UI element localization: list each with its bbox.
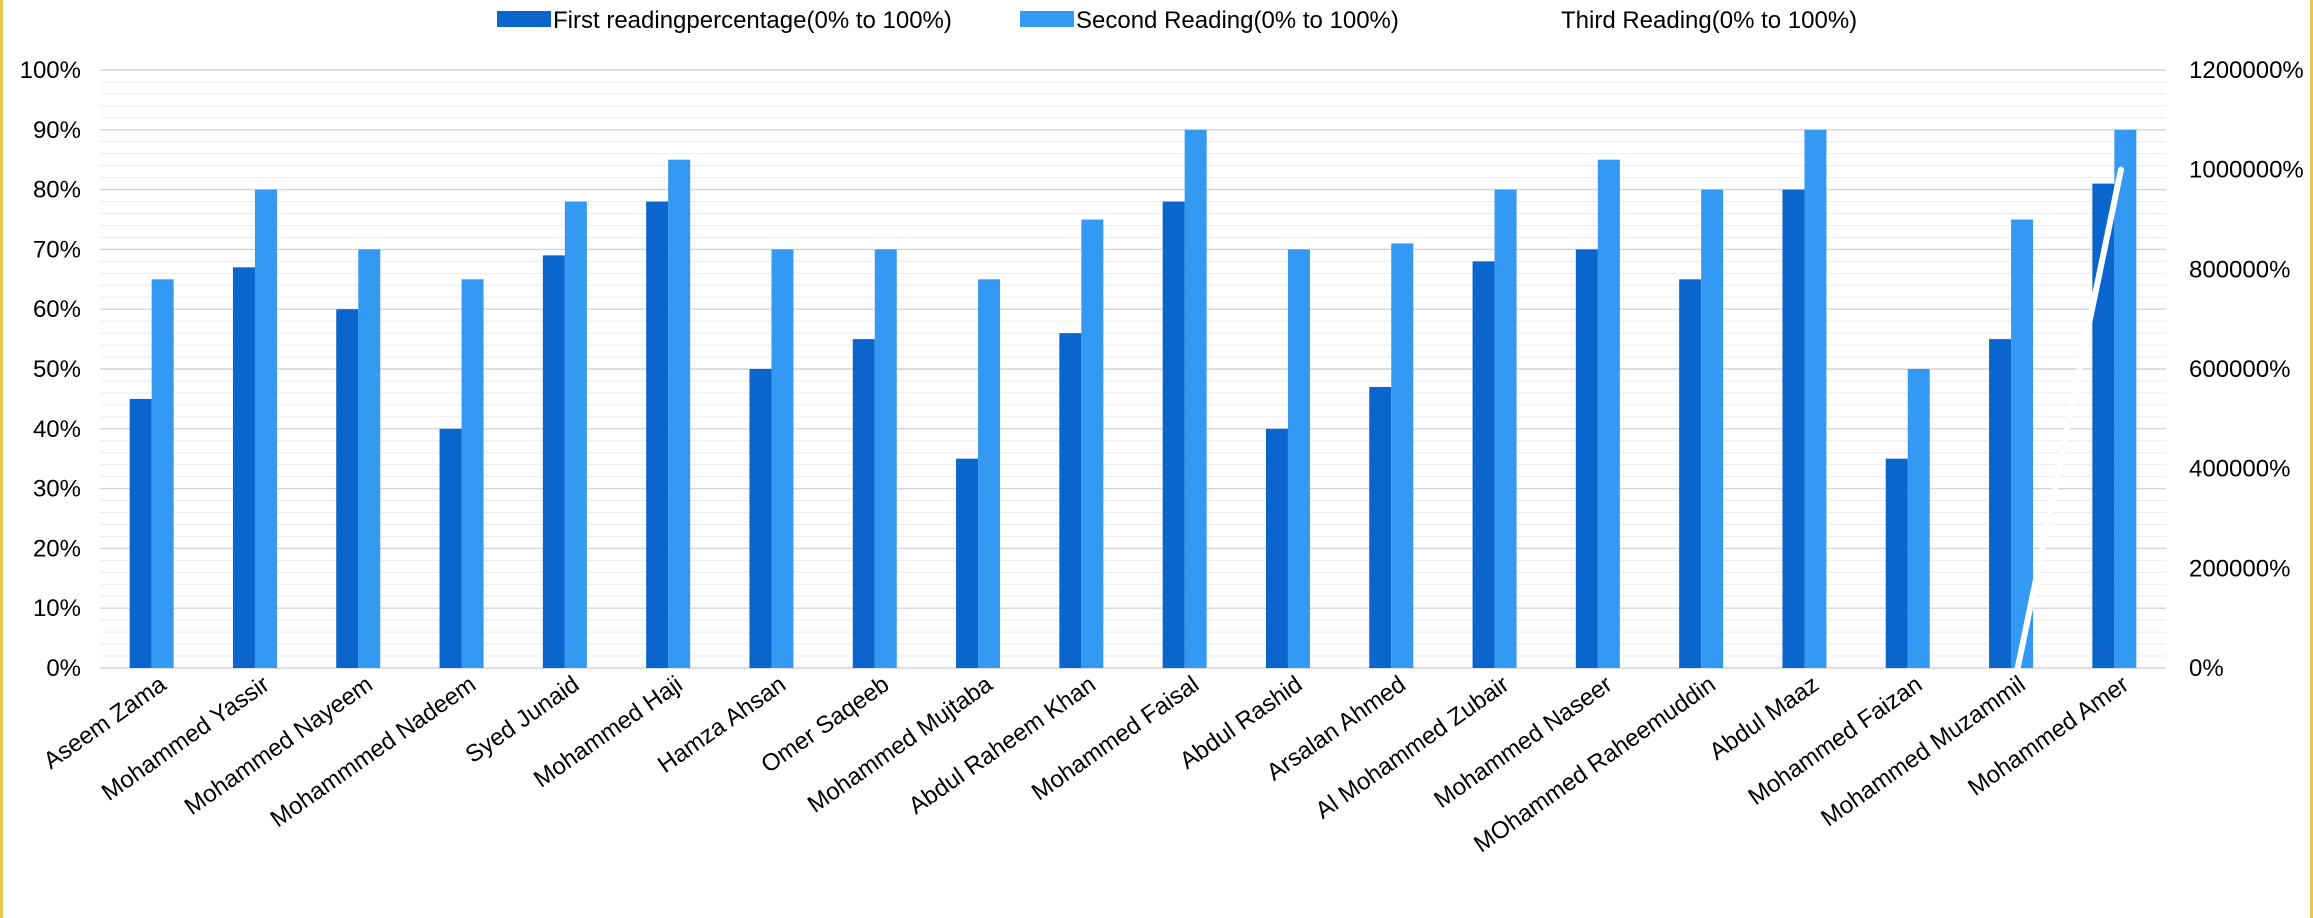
right-axis-tick-label: 1000000%: [2189, 157, 2304, 184]
second-reading-bar: [2011, 219, 2034, 668]
legend-swatch: [1505, 11, 1559, 27]
legend-entry-label: First readingpercentage(0% to 100%): [553, 7, 952, 34]
first-reading-bar: [1679, 279, 1702, 668]
second-reading-bar: [978, 279, 1001, 668]
second-reading-bar: [461, 279, 484, 668]
second-reading-bar: [1081, 219, 1104, 668]
first-reading-bar: [852, 339, 875, 668]
legend-swatch: [1020, 11, 1074, 27]
second-reading-bar: [1804, 129, 1827, 669]
right-axis-tick-label: 600000%: [2189, 356, 2290, 383]
left-axis-tick-label: 90%: [33, 117, 81, 144]
second-reading-bar: [358, 249, 381, 668]
category-label: Mohammed Nayeem: [180, 671, 378, 821]
left-axis-tick-label: 0%: [46, 655, 81, 682]
category-label: Mohammed Mujtaba: [803, 670, 998, 818]
left-axis-tick-label: 40%: [33, 416, 81, 443]
category-label: Al Mohammed Zubair: [1311, 671, 1514, 825]
second-reading-bar: [1391, 243, 1414, 669]
first-reading-bar: [1989, 339, 2012, 668]
second-reading-bar: [1701, 189, 1724, 668]
legend-entry-label: Second Reading(0% to 100%): [1076, 7, 1399, 34]
second-reading-bar: [564, 201, 587, 668]
category-label: Mohammed Faizan: [1743, 671, 1927, 811]
second-reading-bar: [1287, 249, 1310, 668]
right-axis-tick-label: 200000%: [2189, 555, 2290, 582]
right-axis-tick-label: 1200000%: [2189, 57, 2304, 84]
second-reading-bar: [254, 189, 277, 668]
first-reading-bar: [956, 458, 979, 668]
first-reading-bar: [1059, 333, 1082, 668]
second-reading-bar: [771, 249, 794, 668]
second-reading-bar: [1494, 189, 1517, 668]
left-axis-tick-label: 100%: [20, 57, 81, 84]
left-axis-tick-label: 80%: [33, 177, 81, 204]
category-label: Mohammed Faisal: [1027, 671, 1204, 806]
category-label: Abdul Raheem Khan: [904, 671, 1101, 820]
first-reading-bar: [129, 398, 152, 668]
category-label: Mohammed Naseer: [1429, 671, 1617, 814]
legend-entry-label: Third Reading(0% to 100%): [1561, 7, 1857, 34]
first-reading-bar: [1472, 261, 1495, 668]
bar-series: [129, 129, 2137, 669]
first-reading-bar: [1369, 386, 1392, 668]
right-axis-tick-label: 400000%: [2189, 456, 2290, 483]
first-reading-bar: [336, 309, 359, 668]
left-axis-tick-label: 70%: [33, 236, 81, 263]
second-reading-bar: [1597, 159, 1620, 668]
left-axis-tick-label: 50%: [33, 356, 81, 383]
category-label: Mohammed Yassir: [97, 671, 275, 807]
first-reading-bar: [2092, 183, 2115, 668]
left-axis-tick-label: 10%: [33, 595, 81, 622]
second-reading-bar: [1907, 369, 1930, 668]
first-reading-bar: [1782, 189, 1805, 668]
second-reading-bar: [874, 249, 897, 668]
grid-lines: [100, 69, 2166, 669]
left-axis-tick-label: 60%: [33, 296, 81, 323]
second-reading-bar: [668, 159, 691, 668]
left-axis-tick-label: 30%: [33, 476, 81, 503]
first-reading-bar: [749, 369, 772, 668]
first-reading-bar: [1575, 249, 1598, 668]
first-reading-bar: [646, 201, 669, 668]
first-reading-bar: [1265, 428, 1288, 668]
second-reading-bar: [1184, 129, 1207, 669]
right-axis-tick-label: 0%: [2189, 655, 2224, 682]
reading-bar-chart: 0% 10% 20% 30% 40% 50% 60% 70% 80% 90% 100% 0% 20000…: [20, 7, 2304, 858]
first-reading-bar: [232, 267, 255, 668]
first-reading-bar: [1162, 201, 1185, 668]
legend-swatch: [497, 11, 551, 27]
second-reading-bar: [2114, 129, 2137, 669]
right-axis-tick-label: 800000%: [2189, 256, 2290, 283]
first-reading-bar: [1885, 458, 1908, 668]
second-reading-bar: [151, 279, 174, 668]
first-reading-bar: [542, 255, 565, 668]
line-series: [2014, 166, 2124, 671]
first-reading-bar: [439, 428, 462, 668]
legend: First readingpercentage(0% to 100%) Secon…: [497, 7, 1857, 34]
left-axis-tick-label: 20%: [33, 535, 81, 562]
third-reading-line: [2014, 166, 2124, 671]
